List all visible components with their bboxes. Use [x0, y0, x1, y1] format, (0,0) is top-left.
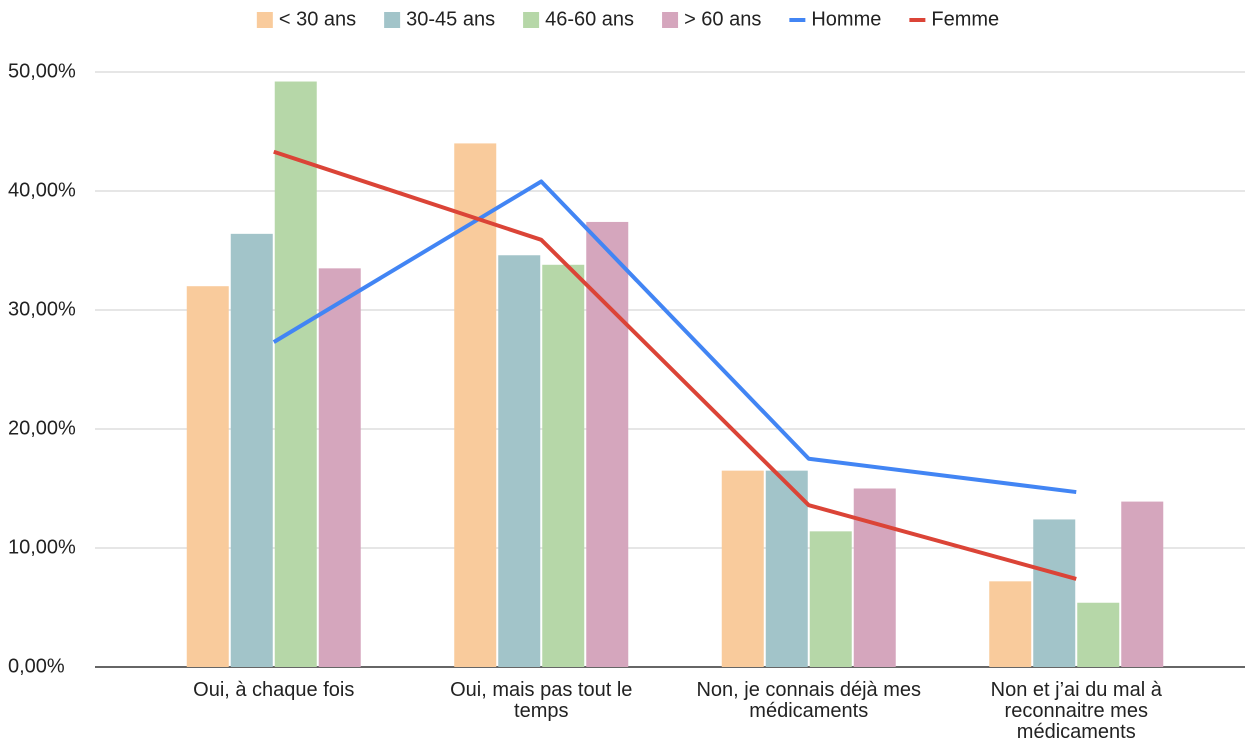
legend-label: < 30 ans: [279, 8, 356, 30]
bar: [318, 268, 361, 667]
y-tick-label: 50,00%: [8, 60, 76, 82]
legend-label: Femme: [931, 8, 999, 30]
x-tick-label: Non et j’ai du mal à reconnaitre mes méd…: [990, 679, 1162, 743]
legend-line: [789, 18, 806, 22]
bar: [989, 581, 1032, 667]
bar: [853, 488, 896, 667]
bar: [1121, 501, 1164, 667]
line: [272, 179, 1077, 495]
legend-label: 30-45 ans: [406, 8, 495, 30]
bar: [542, 264, 585, 667]
line: [273, 149, 1077, 581]
bar: [721, 470, 764, 667]
bar: [809, 531, 852, 667]
legend-swatch: [523, 12, 540, 28]
legend-label: 46-60 ans: [545, 8, 634, 30]
bar: [274, 81, 317, 667]
y-tick-label: 30,00%: [8, 298, 76, 320]
legend-swatch: [384, 12, 401, 28]
bar: [498, 255, 541, 667]
legend-swatch: [662, 12, 679, 28]
y-tick-label: 0,00%: [8, 655, 65, 677]
legend-label: Homme: [811, 8, 881, 30]
bar: [586, 221, 629, 667]
bar: [230, 233, 273, 667]
bar: [1033, 519, 1076, 667]
bar: [1077, 602, 1120, 667]
y-tick-label: 20,00%: [8, 417, 76, 439]
y-tick-label: 10,00%: [8, 536, 76, 558]
legend-line: [909, 18, 926, 22]
x-tick-label: Oui, mais pas tout le temps: [450, 679, 633, 722]
legend-swatch: [256, 12, 273, 28]
bar: [186, 286, 229, 667]
y-tick-label: 40,00%: [8, 179, 76, 201]
x-tick-label: Non, je connais déjà mes médicaments: [696, 679, 922, 722]
x-tick-label: Oui, à chaque fois: [193, 679, 355, 701]
bar: [765, 470, 808, 667]
legend-label: > 60 ans: [684, 8, 761, 30]
